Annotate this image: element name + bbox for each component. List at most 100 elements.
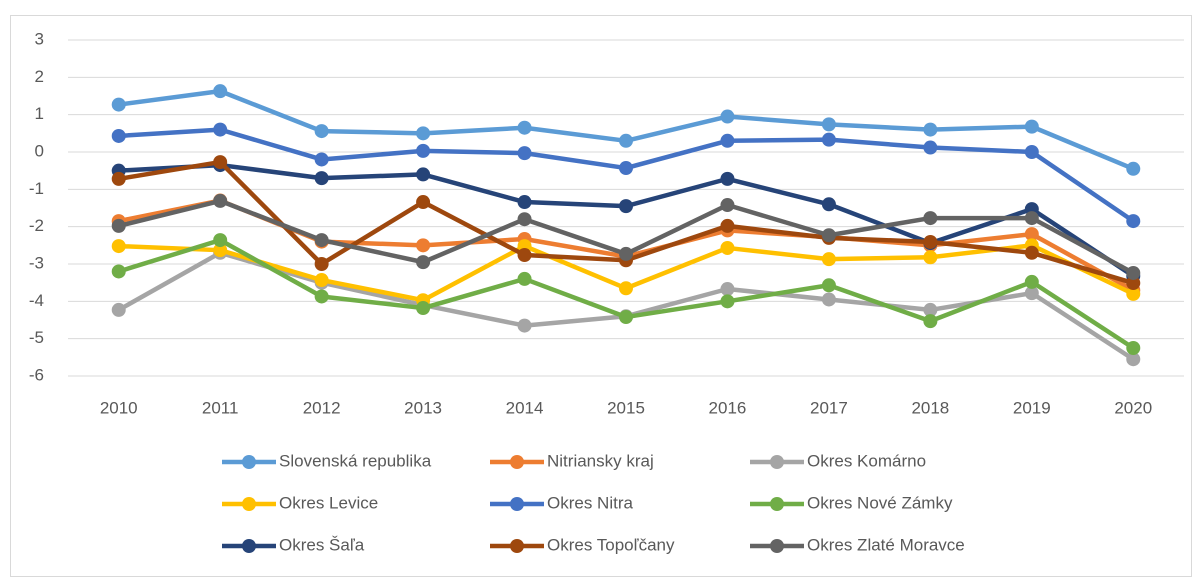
data-point: [314, 152, 329, 167]
legend-label: Okres Levice: [279, 493, 378, 512]
legend-label: Okres Komárno: [807, 451, 926, 470]
data-point: [213, 233, 228, 248]
data-point: [720, 294, 735, 309]
data-point: [1024, 119, 1039, 134]
data-point: [923, 234, 938, 249]
y-tick-label: 1: [35, 104, 44, 123]
legend-label: Okres Nové Zámky: [807, 493, 953, 512]
data-point: [923, 314, 938, 329]
data-point: [416, 143, 431, 158]
data-point: [111, 128, 126, 143]
x-tick-label: 2010: [100, 398, 138, 417]
data-point: [1024, 286, 1039, 301]
legend-label: Okres Topoľčany: [547, 535, 675, 554]
data-point: [517, 120, 532, 135]
data-point: [619, 281, 633, 296]
data-point: [213, 243, 228, 258]
legend-marker: [242, 455, 256, 469]
y-tick-label: -1: [29, 179, 44, 198]
y-tick-label: 2: [35, 67, 44, 86]
data-point: [1126, 214, 1141, 229]
data-point: [619, 310, 633, 325]
legend-marker: [510, 539, 524, 553]
legend-label: Slovenská republika: [279, 451, 432, 470]
data-point: [517, 212, 532, 227]
data-point: [213, 155, 228, 170]
data-point: [720, 240, 735, 255]
data-point: [1126, 276, 1141, 291]
data-point: [821, 197, 836, 212]
data-point: [517, 195, 532, 210]
data-point: [416, 301, 431, 316]
y-tick-label: -3: [29, 253, 44, 272]
x-tick-label: 2019: [1013, 398, 1051, 417]
data-point: [416, 255, 431, 270]
data-point: [213, 84, 228, 99]
data-point: [821, 132, 836, 147]
data-point: [517, 318, 532, 333]
data-point: [1024, 145, 1039, 159]
legend-marker: [770, 497, 784, 511]
y-tick-label: 0: [35, 141, 44, 160]
legend-marker: [770, 455, 784, 469]
data-point: [111, 171, 126, 186]
data-point: [619, 246, 633, 261]
x-tick-label: 2012: [303, 398, 341, 417]
y-tick-label: -6: [29, 365, 44, 384]
data-point: [111, 218, 126, 233]
data-point: [1126, 161, 1141, 176]
data-point: [416, 126, 431, 141]
data-point: [111, 302, 126, 317]
data-point: [923, 211, 938, 226]
y-tick-label: -4: [29, 291, 44, 310]
data-point: [517, 248, 532, 263]
y-tick-label: -2: [29, 216, 44, 235]
data-point: [1126, 286, 1141, 301]
data-point: [720, 198, 735, 213]
data-point: [1126, 352, 1141, 367]
x-tick-label: 2018: [911, 398, 949, 417]
data-point: [1024, 227, 1039, 242]
y-tick-label: 3: [35, 29, 44, 48]
data-point: [1024, 245, 1039, 260]
data-point: [111, 264, 126, 279]
data-point: [314, 273, 329, 288]
data-point: [619, 199, 633, 214]
legend-label: Okres Šaľa: [279, 535, 365, 554]
data-point: [720, 282, 735, 297]
data-point: [213, 193, 228, 208]
y-tick-label: -5: [29, 328, 44, 347]
legend-label: Okres Zlaté Moravce: [807, 535, 965, 554]
x-tick-label: 2016: [709, 398, 747, 417]
legend-label: Nitriansky kraj: [547, 451, 654, 470]
x-tick-label: 2011: [202, 398, 239, 417]
data-point: [1024, 211, 1039, 226]
data-point: [314, 233, 329, 248]
data-point: [619, 133, 633, 148]
data-point: [821, 292, 836, 307]
data-point: [416, 167, 431, 182]
data-point: [314, 171, 329, 186]
x-tick-label: 2015: [607, 398, 645, 417]
data-point: [720, 133, 735, 148]
data-point: [720, 171, 735, 186]
data-point: [416, 238, 431, 253]
data-point: [1126, 341, 1141, 355]
data-point: [923, 122, 938, 137]
x-tick-label: 2013: [404, 398, 442, 417]
data-point: [720, 109, 735, 124]
x-tick-label: 2020: [1114, 398, 1152, 417]
data-point: [111, 239, 126, 254]
data-point: [923, 140, 938, 155]
data-point: [416, 195, 431, 210]
x-tick-label: 2014: [506, 398, 544, 417]
x-tick-label: 2017: [810, 398, 848, 417]
legend-marker: [242, 497, 256, 511]
data-point: [517, 146, 532, 161]
data-point: [1024, 274, 1039, 289]
data-point: [314, 257, 329, 271]
legend-marker: [510, 497, 524, 511]
data-point: [923, 250, 938, 265]
